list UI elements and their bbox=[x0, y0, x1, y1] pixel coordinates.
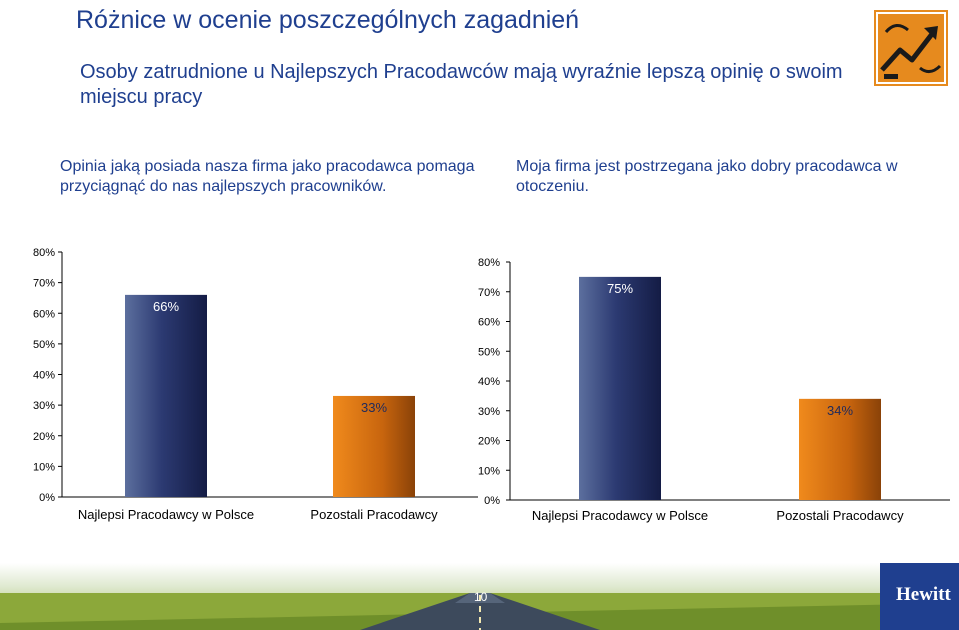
chart-1-y-tick-label: 80% bbox=[33, 247, 55, 259]
chart-1-category-label: Pozostali Pracodawcy bbox=[310, 507, 438, 522]
chart-1-category-label: Najlepsi Pracodawcy w Polsce bbox=[78, 507, 254, 522]
chart-2-y-tick-label: 40% bbox=[478, 376, 500, 388]
chart-1-y-tick-label: 70% bbox=[33, 278, 55, 290]
charts-area: 0% 10% 20% 30% 40% 50% 60% 70% 80% 66% Najlepsi Pr… bbox=[33, 247, 950, 523]
chart-2-y-tick-label: 30% bbox=[478, 406, 500, 418]
chart-1-y-tick-label: 0% bbox=[39, 492, 55, 504]
chart-2-y-tick-label: 20% bbox=[478, 436, 500, 448]
chart-1-data-label: 66% bbox=[153, 299, 179, 314]
chart-2-data-label: 75% bbox=[607, 281, 633, 296]
page-number: 10 bbox=[474, 590, 488, 604]
hewitt-logo: Hewitt bbox=[896, 584, 951, 605]
chart-1-y-tick-label: 10% bbox=[33, 461, 55, 473]
chart-1-data-label: 33% bbox=[361, 400, 387, 415]
chart-1-title: Opinia jaką posiada nasza firma jako pra… bbox=[60, 158, 475, 195]
footer-road-banner bbox=[0, 563, 959, 630]
chart-2-bar bbox=[579, 276, 661, 500]
chart-2-y-tick-label: 60% bbox=[478, 317, 500, 329]
chart-2-title: Moja firma jest postrzegana jako dobry p… bbox=[516, 158, 898, 195]
chart-2-y-tick-label: 80% bbox=[478, 257, 500, 269]
chart-2-data-label: 34% bbox=[827, 403, 853, 418]
chart-2-y-tick-label: 70% bbox=[478, 287, 500, 299]
chart-2-y-tick-label: 0% bbox=[484, 495, 500, 507]
chart-2-category-label: Pozostali Pracodawcy bbox=[776, 508, 904, 523]
chart-1-y-tick-label: 40% bbox=[33, 370, 55, 382]
chart-1-y-tick-label: 50% bbox=[33, 339, 55, 351]
chart-2-y-tick-label: 50% bbox=[478, 346, 500, 358]
page-subtitle: Osoby zatrudnione u Najlepszych Pracodaw… bbox=[80, 61, 843, 108]
chart-1-y-tick-label: 60% bbox=[33, 308, 55, 320]
chart-1-y-tick-label: 30% bbox=[33, 400, 55, 412]
chart-2-y-tick-label: 10% bbox=[478, 465, 500, 477]
chart-arrow-icon bbox=[874, 10, 948, 86]
chart-2-category-label: Najlepsi Pracodawcy w Polsce bbox=[532, 508, 708, 523]
chart-1-bar bbox=[333, 395, 415, 497]
chart-1-bar bbox=[125, 294, 207, 497]
chart-2-bar bbox=[799, 398, 881, 500]
page-title: Różnice w ocenie poszczególnych zagadnie… bbox=[76, 6, 580, 34]
chart-1-y-tick-label: 20% bbox=[33, 431, 55, 443]
